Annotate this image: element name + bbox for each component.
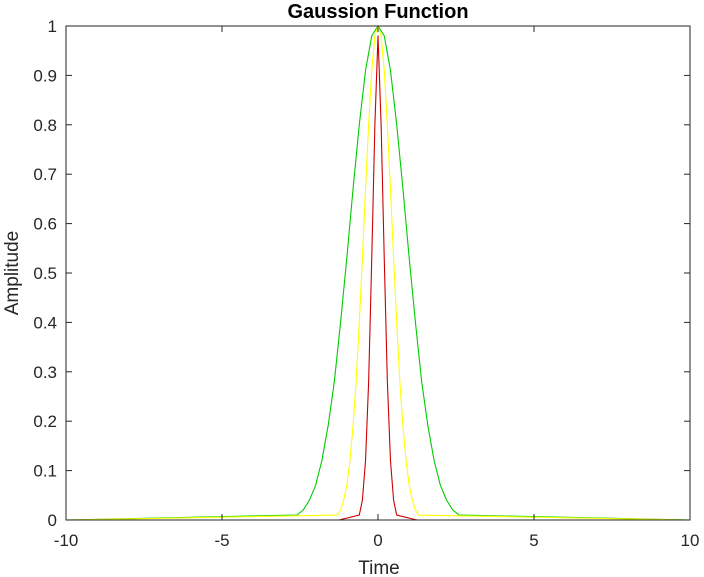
y-tick-label: 0.4: [33, 313, 57, 332]
x-tick-label: 10: [681, 531, 700, 550]
x-tick-label: -5: [214, 531, 229, 550]
y-tick-label: 0.8: [33, 116, 57, 135]
y-tick-label: 0: [48, 511, 57, 530]
y-tick-label: 0.2: [33, 412, 57, 431]
y-tick-label: 0.5: [33, 264, 57, 283]
axes-layer: [65, 25, 691, 521]
x-axis-title: Time: [358, 558, 400, 577]
series-line-3: [338, 35, 418, 521]
y-tick-label: 0.3: [33, 363, 57, 382]
x-tick-label: 5: [529, 531, 538, 550]
y-tick-label: 1: [48, 17, 57, 36]
y-tick-label: 0.7: [33, 165, 57, 184]
plot-area: [66, 26, 690, 520]
y-axis-title: Amplitude: [2, 231, 23, 316]
y-tick-label: 0.1: [33, 462, 57, 481]
chart-title: Gaussion Function: [287, 1, 468, 23]
y-tick-label: 0.9: [33, 66, 57, 85]
tick-label-layer: -10 -5 0 5 10 0 0.1 0.2 0.3 0.4 0.5 0.6 0.7 0.8 0.9 1: [33, 17, 699, 550]
y-tick-label: 0.6: [33, 215, 57, 234]
x-tick-label: -10: [54, 531, 79, 550]
x-tick-label: 0: [373, 531, 382, 550]
